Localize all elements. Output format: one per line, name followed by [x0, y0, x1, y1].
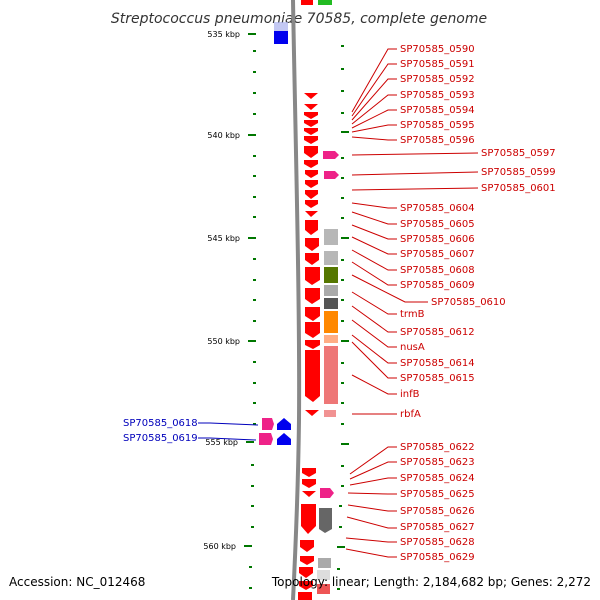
gene-label: SP70585_0623	[400, 457, 475, 468]
gene-label: trmB	[400, 309, 425, 320]
gene-label: SP70585_0609	[400, 280, 475, 291]
kbp-label: 540 kbp	[207, 131, 240, 140]
gene-label: SP70585_0601	[481, 183, 556, 194]
gene-label: nusA	[400, 342, 425, 353]
gene-label: SP70585_0629	[400, 552, 475, 563]
gene-label: SP70585_0591	[400, 59, 475, 70]
genome-stats-text: Topology: linear; Length: 2,184,682 bp; …	[271, 575, 591, 589]
gene-label: SP70585_0606	[400, 234, 475, 245]
accession-text: Accession: NC_012468	[9, 575, 145, 589]
right-callout-lines	[345, 48, 479, 558]
right-dot-column	[337, 45, 349, 590]
gene-label: SP70585_0595	[400, 120, 475, 131]
map-title: Streptococcus pneumoniae 70585, complete…	[111, 11, 487, 27]
reverse-gene-block	[274, 31, 288, 44]
reverse-gene-block-faded	[274, 22, 288, 31]
kbp-label: 555 kbp	[205, 438, 238, 447]
gene-label: SP70585_0599	[481, 167, 556, 178]
gene-label: SP70585_0592	[400, 74, 475, 85]
gene-label: SP70585_0624	[400, 473, 475, 484]
gene-label: infB	[400, 389, 420, 400]
gene-label: SP70585_0597	[481, 148, 556, 159]
gene-label: SP70585_0596	[400, 135, 475, 146]
kbp-ticks	[244, 33, 256, 547]
forward-genes	[298, 93, 320, 600]
gene-label: SP70585_0612	[400, 327, 475, 338]
kbp-label: 560 kbp	[203, 542, 236, 551]
second-track-genes	[317, 151, 339, 594]
gene-label: SP70585_0608	[400, 265, 475, 276]
gene-label: SP70585_0593	[400, 90, 475, 101]
left-dot-column	[249, 50, 256, 589]
gene-label: SP70585_0625	[400, 489, 475, 500]
left-track-genes	[259, 418, 291, 445]
genome-backbone	[291, 0, 302, 600]
right-gene-labels: SP70585_0590 SP70585_0591 SP70585_0592 S…	[400, 44, 556, 563]
top-gene-stubs	[301, 0, 332, 5]
kbp-label: 535 kbp	[207, 30, 240, 39]
gene-label: SP70585_0619	[123, 433, 198, 444]
gene-label: SP70585_0628	[400, 537, 475, 548]
gene-label: rbfA	[400, 409, 421, 420]
left-callout-lines	[198, 422, 259, 441]
gene-label: SP70585_0614	[400, 358, 475, 369]
gene-label: SP70585_0618	[123, 418, 198, 429]
gene-label: SP70585_0607	[400, 249, 475, 260]
kbp-label: 545 kbp	[207, 234, 240, 243]
kbp-label: 550 kbp	[207, 337, 240, 346]
gene-label: SP70585_0610	[431, 297, 506, 308]
gene-label: SP70585_0604	[400, 203, 475, 214]
left-gene-labels: SP70585_0618 SP70585_0619	[123, 418, 198, 444]
gene-label: SP70585_0615	[400, 373, 475, 384]
gene-label: SP70585_0605	[400, 219, 475, 230]
gene-label: SP70585_0626	[400, 506, 475, 517]
gene-label: SP70585_0622	[400, 442, 475, 453]
gene-label: SP70585_0594	[400, 105, 475, 116]
gene-label: SP70585_0627	[400, 522, 475, 533]
gene-label: SP70585_0590	[400, 44, 475, 55]
kbp-labels: 535 kbp 540 kbp 545 kbp 550 kbp 555 kbp …	[203, 30, 240, 551]
